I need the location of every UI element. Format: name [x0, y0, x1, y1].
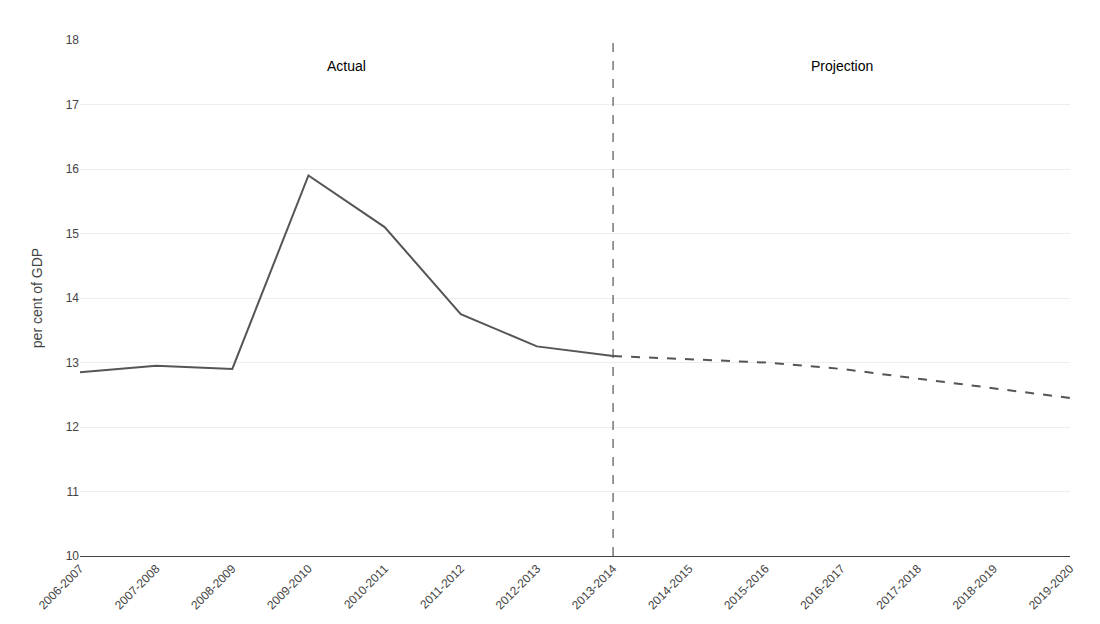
svg-text:11: 11: [67, 485, 80, 499]
svg-text:2017-2018: 2017-2018: [874, 562, 925, 613]
svg-text:2015-2016: 2015-2016: [721, 562, 772, 613]
svg-text:2007-2008: 2007-2008: [112, 562, 163, 613]
svg-text:2018-2019: 2018-2019: [950, 562, 1001, 613]
svg-text:14: 14: [66, 291, 80, 305]
svg-text:2008-2009: 2008-2009: [188, 562, 239, 613]
svg-text:Projection: Projection: [811, 58, 873, 74]
svg-text:2012-2013: 2012-2013: [493, 562, 544, 613]
svg-text:per cent of GDP: per cent of GDP: [29, 248, 45, 348]
svg-text:Actual: Actual: [327, 58, 366, 74]
svg-text:13: 13: [66, 356, 80, 370]
svg-text:2014-2015: 2014-2015: [645, 562, 696, 613]
svg-text:2016-2017: 2016-2017: [797, 562, 848, 613]
svg-text:2006-2007: 2006-2007: [36, 562, 87, 613]
svg-text:18: 18: [66, 33, 80, 47]
svg-text:2009-2010: 2009-2010: [264, 562, 315, 613]
svg-text:12: 12: [66, 420, 80, 434]
svg-text:2011-2012: 2011-2012: [417, 562, 467, 612]
svg-text:2010-2011: 2010-2011: [341, 562, 391, 612]
svg-text:15: 15: [66, 227, 80, 241]
svg-text:2013-2014: 2013-2014: [569, 562, 620, 613]
svg-text:17: 17: [66, 98, 80, 112]
svg-text:10: 10: [66, 549, 80, 563]
svg-text:16: 16: [66, 162, 80, 176]
svg-text:2019-2020: 2019-2020: [1026, 562, 1077, 613]
